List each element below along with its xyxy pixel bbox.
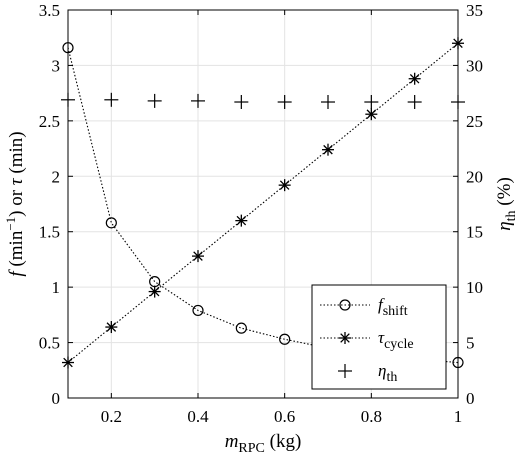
y-left-label-tau: τ (6, 177, 27, 185)
legend-label-sub: shift (383, 304, 408, 319)
series-line-tau_cycle (67, 42, 459, 363)
y-right-tick-label: 30 (466, 56, 483, 75)
legend-label-main: η (378, 361, 386, 380)
y-right-tick-label: 10 (466, 278, 483, 297)
y-right-tick-label: 5 (466, 334, 475, 353)
legend-items: fshift τcycle ηth (320, 295, 414, 385)
legend-label-sub: cycle (384, 337, 414, 352)
asterisk-stroke (323, 144, 333, 155)
y-right-tick-label: 0 (466, 389, 475, 408)
y-right-label-main: η (494, 221, 515, 230)
legend-item-tau_cycle: τcycle (320, 328, 414, 352)
y-left-tick-label: 3.5 (39, 1, 60, 20)
y-left-tick-label: 2.5 (39, 112, 60, 131)
data-point-eta_th (321, 95, 335, 110)
plot-frame (67, 9, 459, 399)
x-tick-label: 0.4 (187, 407, 209, 426)
legend-box (311, 284, 447, 390)
data-point-eta_th (104, 92, 119, 107)
y-right-tick-label: 20 (466, 167, 483, 186)
data-point-eta_th (191, 93, 205, 108)
data-point-tau_cycle (148, 285, 161, 298)
legend-label: fshift (378, 295, 408, 319)
y-left-tick-label: 0 (52, 389, 61, 408)
x-tick-label: 0.6 (274, 407, 295, 426)
asterisk-stroke (236, 215, 247, 226)
x-axis-label-sub: RPC (238, 441, 264, 456)
y-right-tick-label: 25 (466, 112, 483, 131)
y-left-tick-label: 1.5 (39, 223, 60, 242)
y-axis-left-label: f (min−1) or τ (min) (3, 131, 27, 276)
asterisk-stroke (149, 286, 160, 297)
data-point-tau_cycle (408, 72, 421, 85)
y-left-label-unit: (min) (6, 131, 27, 178)
data-point-tau_cycle (322, 143, 334, 156)
x-tick-label: 0.2 (101, 407, 122, 426)
data-point-tau_cycle (365, 108, 378, 121)
data-point-tau_cycle (278, 179, 291, 192)
legend: fshift τcycle ηth (311, 284, 447, 390)
asterisk-stroke (340, 333, 350, 343)
data-point-eta_th (364, 95, 379, 110)
y-right-label-sub: th (504, 210, 519, 221)
y-left-label-sup: −1 (3, 217, 18, 231)
legend-marker (338, 364, 352, 378)
legend-item-eta_th: ηth (338, 361, 397, 385)
y-left-label-or: or (6, 185, 27, 210)
data-point-eta_th (407, 95, 422, 110)
data-point-eta_th (147, 93, 162, 108)
x-tick-label: 1 (454, 407, 463, 426)
x-axis-label-rest: (kg) (265, 431, 301, 452)
legend-marker (339, 332, 351, 344)
legend-label: ηth (378, 361, 397, 385)
data-point-eta_th (277, 95, 292, 110)
legend-label-main: f (378, 295, 385, 314)
series-tau_cycle (62, 37, 464, 369)
x-tick-label: 0.8 (361, 407, 382, 426)
series-line-f_shift (67, 47, 459, 364)
y-right-tick-label: 15 (466, 223, 483, 242)
data-point-f_shift (279, 333, 291, 345)
asterisk-stroke (366, 109, 377, 119)
data-point-tau_cycle (192, 250, 204, 263)
y-right-label-rest: (%) (494, 177, 515, 210)
legend-label-main: τ (378, 328, 385, 347)
axes: 0.2 0.4 0.6 0.8 100.511.522.533.505101520253… (39, 1, 483, 426)
legend-marker (339, 299, 351, 311)
data-point-eta_th (234, 95, 249, 110)
legend-label-sub: th (386, 370, 397, 385)
y-left-tick-label: 2 (52, 167, 61, 186)
data-point-f_shift (192, 304, 204, 317)
series-eta_th (61, 92, 465, 110)
asterisk-stroke (409, 73, 420, 84)
asterisk-stroke (279, 180, 290, 190)
y-left-tick-label: 0.5 (39, 334, 60, 353)
x-axis-label-main: m (225, 431, 239, 452)
data-point-f_shift (105, 217, 117, 229)
data-point-tau_cycle (105, 321, 118, 334)
x-axis-label: mRPC (kg) (225, 431, 302, 456)
asterisk-stroke (106, 322, 117, 332)
y-left-label-f: f (6, 269, 27, 277)
legend-item-f_shift: fshift (320, 295, 408, 319)
y-left-label-paren1: (min (6, 230, 27, 271)
legend-label: τcycle (378, 328, 414, 352)
y-axis-right-label: ηth (%) (494, 177, 519, 231)
y-left-label-paren2: ) (6, 211, 27, 217)
data-point-tau_cycle (235, 214, 248, 227)
y-right-tick-label: 35 (466, 1, 483, 20)
data-point-f_shift (235, 322, 247, 334)
asterisk-stroke (193, 251, 203, 261)
y-left-tick-label: 3 (52, 56, 61, 75)
y-left-tick-label: 1 (52, 278, 61, 297)
